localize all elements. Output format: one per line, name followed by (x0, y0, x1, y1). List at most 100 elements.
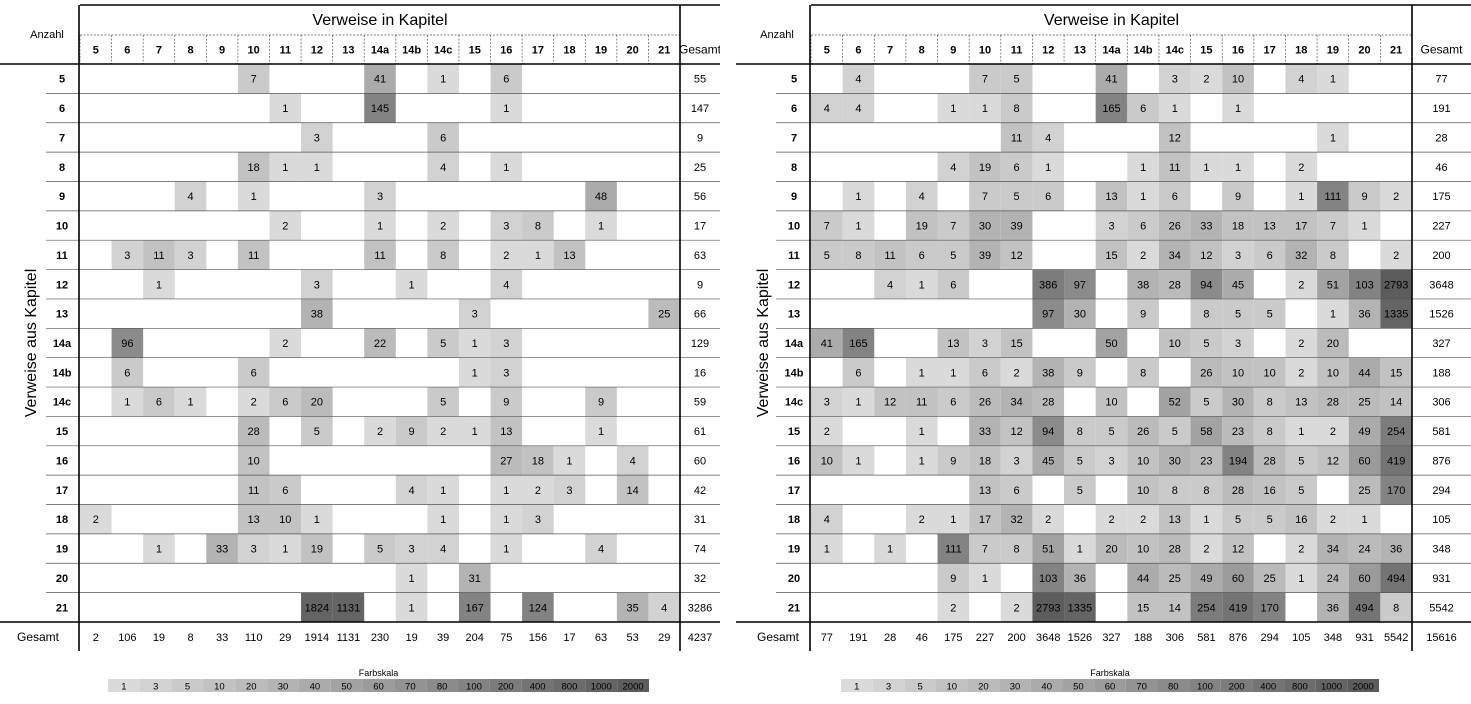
cell-value-label: 48 (595, 191, 607, 203)
cell-value-label: 35 (627, 602, 639, 614)
cell-value-label: 25 (1358, 485, 1370, 497)
heatmap-cell (1127, 563, 1159, 593)
legend-tick-label: 2000 (1353, 682, 1374, 693)
heatmap-cell (269, 152, 302, 182)
heatmap-cell (1285, 445, 1318, 476)
heatmap-cell (1158, 416, 1191, 446)
heatmap-cell (1032, 298, 1065, 329)
row-total-value: 77 (1435, 74, 1447, 86)
column-header-label: 11 (279, 45, 291, 57)
cell-value-label: 3 (314, 132, 320, 144)
cell-value-label: 12 (1327, 455, 1339, 467)
heatmap-cell (458, 357, 491, 388)
cell-value-label: 26 (979, 397, 991, 409)
cell-value-label: 1 (409, 602, 415, 614)
heatmap-cell (1190, 328, 1223, 358)
row-total-value: 105 (1432, 514, 1450, 526)
heatmap-cell (1000, 240, 1033, 270)
row-header-label: 18 (56, 514, 68, 526)
column-total-value: 230 (371, 632, 389, 644)
cell-value-label: 10 (1137, 544, 1149, 556)
row-total-value: 46 (1435, 162, 1447, 174)
cell-value-label: 1 (409, 573, 415, 585)
heatmap-cell (427, 387, 459, 417)
column-header-label: 14c (1166, 45, 1184, 57)
cell-value-label: 4 (1298, 74, 1304, 86)
cell-value-label: 1 (472, 426, 478, 438)
heatmap-cell (1253, 563, 1286, 593)
legend-swatch (426, 679, 459, 692)
heatmap-cell (1095, 416, 1128, 446)
cell-value-label: 1 (472, 367, 478, 379)
heatmap-cell (1158, 445, 1191, 476)
heatmap-cell (585, 416, 617, 446)
column-header-label: 10 (248, 45, 260, 57)
cell-value-label: 2 (1298, 544, 1304, 556)
cell-value-label: 1 (282, 103, 288, 115)
cell-value-label: 9 (409, 426, 415, 438)
heatmap-cell (811, 210, 843, 241)
legend-tick-label: 1 (121, 682, 126, 693)
heatmap-cell (969, 152, 1001, 182)
heatmap-cell (301, 387, 333, 417)
heatmap-cell (1222, 387, 1254, 417)
legend-swatch (967, 679, 1000, 692)
legend-swatch (1347, 679, 1379, 692)
column-header-label: 9 (950, 45, 956, 57)
column-header-label: 6 (855, 45, 861, 57)
row-total-value: 1526 (1429, 309, 1453, 321)
column-total-value: 227 (976, 632, 994, 644)
cell-value-label: 1335 (1068, 602, 1092, 614)
cell-value-label: 12 (1232, 544, 1244, 556)
column-total-value: 63 (595, 632, 607, 644)
cell-value-label: 419 (1387, 455, 1405, 467)
cell-value-label: 1 (1172, 103, 1178, 115)
heatmap-cell (969, 328, 1001, 358)
heatmap-cell (143, 240, 175, 270)
cell-value-label: 1 (919, 426, 925, 438)
heatmap-cell (174, 387, 207, 417)
heatmap-cell (395, 533, 428, 564)
legend-swatch (521, 679, 554, 692)
cell-value-label: 1 (440, 514, 446, 526)
heatmap-cell (80, 504, 112, 534)
heatmap-cell (1380, 592, 1412, 622)
row-total-value: 60 (694, 455, 706, 467)
heatmap-cell (1190, 64, 1223, 94)
legend-swatch (1220, 679, 1253, 692)
heatmap-cell (1380, 533, 1412, 564)
legend-swatch (1062, 679, 1095, 692)
cell-value-label: 3 (1172, 74, 1178, 86)
cell-value-label: 2 (824, 426, 830, 438)
legend-swatch (235, 679, 268, 692)
cell-value-label: 9 (1077, 367, 1083, 379)
cell-value-label: 6 (440, 132, 446, 144)
column-total-value: 581 (1197, 632, 1215, 644)
cell-value-label: 28 (1042, 397, 1054, 409)
heatmap-cell (1253, 387, 1286, 417)
cell-value-label: 14 (1169, 602, 1181, 614)
column-header-label: 7 (887, 45, 893, 57)
heatmap-cell (237, 64, 270, 94)
cell-value-label: 111 (1325, 191, 1342, 203)
cell-value-label: 1 (503, 544, 509, 556)
heatmap-cell (648, 298, 680, 329)
cell-value-label: 1 (1361, 221, 1367, 233)
cell-value-label: 2 (1393, 191, 1399, 203)
heatmap-cell (1158, 592, 1191, 622)
heatmap-cell (937, 328, 970, 358)
cell-value-label: 5 (1108, 426, 1114, 438)
heatmap-cell (1032, 269, 1065, 299)
heatmap-cell (1032, 504, 1065, 534)
legend-tick-label: 3 (886, 682, 891, 693)
chart-title: Verweise in Kapitel (312, 12, 447, 29)
cell-value-label: 2 (1298, 338, 1304, 350)
column-total-value: 306 (1166, 632, 1184, 644)
heatmap-cell (1222, 181, 1254, 211)
heatmap-cell (969, 533, 1001, 564)
heatmap-cell (301, 592, 333, 622)
row-header-label: 18 (788, 514, 800, 526)
heatmap-cell (1285, 357, 1318, 388)
heatmap-cell (1285, 563, 1318, 593)
cell-value-label: 36 (1074, 573, 1086, 585)
